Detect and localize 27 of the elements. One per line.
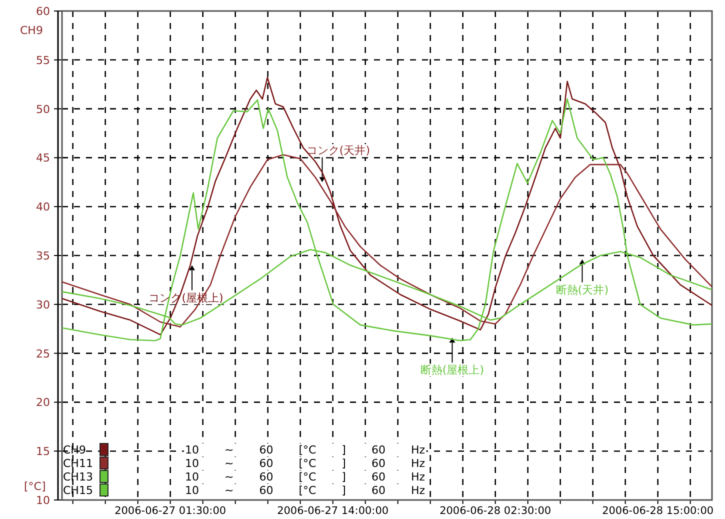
- y-tick-label: 10: [36, 494, 50, 507]
- y-tick-label: 40: [36, 200, 50, 214]
- x-tick-label: 2006-06-27 01:30:00: [114, 505, 226, 517]
- y-tick-label: 30: [36, 298, 50, 312]
- y-tick-label: 60: [36, 5, 50, 18]
- annotation: 断熱(天井): [556, 283, 609, 296]
- legend-label: CH13: [63, 470, 93, 484]
- annotation: 10 ~ 60 [°C ] 60 Hz: [185, 444, 426, 456]
- x-tick-label: 2006-06-28 15:00:00: [602, 505, 714, 517]
- y-tick-label: 55: [36, 54, 50, 67]
- y-axis-title: [°C]: [24, 480, 46, 493]
- y-tick-label: 35: [36, 250, 50, 262]
- y-tick-label: 45: [36, 152, 50, 165]
- annotation: 10 ~ 60 [°C ] 60 Hz: [185, 470, 426, 484]
- annotation: コンク(天井): [306, 144, 370, 158]
- x-tick-label: 2006-06-27 14:00:00: [277, 505, 389, 517]
- annotation: 10 ~ 60 [°C ] 60 Hz: [185, 457, 426, 470]
- annotation: 断熱(屋根上): [420, 364, 484, 377]
- annotation: 10 ~ 60 [°C ] 60 Hz: [185, 484, 426, 497]
- text: CH9: [20, 24, 43, 37]
- y-tick-label: 50: [36, 102, 50, 116]
- y-tick-label: 15: [36, 445, 50, 458]
- legend-label: CH11: [63, 457, 93, 470]
- y-tick-label: 25: [36, 347, 50, 360]
- x-tick-label: 2006-06-28 02:30:00: [440, 505, 552, 517]
- y-tick-label: 20: [36, 396, 50, 410]
- legend-label: CH15: [63, 484, 93, 497]
